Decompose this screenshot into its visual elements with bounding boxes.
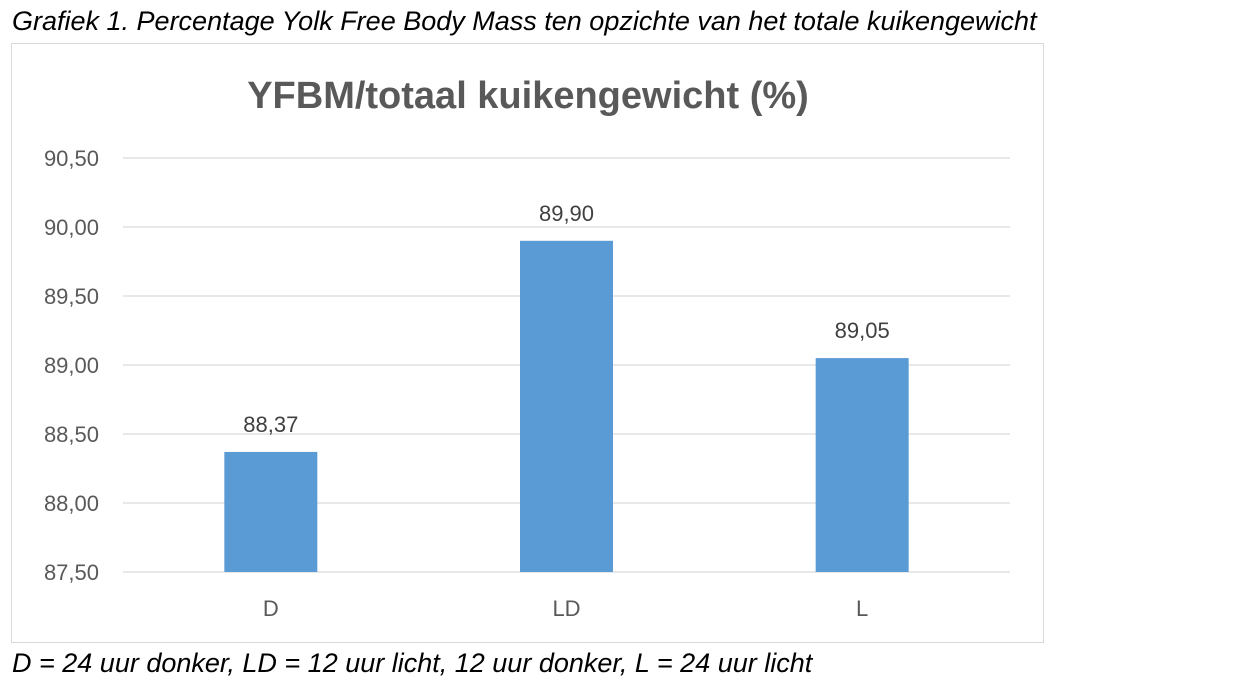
x-tick-label: L: [856, 596, 868, 621]
y-tick-label: 90,00: [44, 215, 99, 240]
bar-L: [815, 358, 909, 572]
y-tick-label: 90,50: [44, 146, 99, 171]
bars: [224, 240, 909, 573]
figure-footnote: D = 24 uur donker, LD = 12 uur licht, 12…: [12, 648, 813, 678]
x-tick-label: LD: [552, 596, 580, 621]
bar-LD: [520, 240, 613, 573]
data-label: 89,90: [539, 201, 594, 226]
y-tick-label: 89,50: [44, 284, 99, 309]
figure-caption: Grafiek 1. Percentage Yolk Free Body Mas…: [12, 6, 1037, 36]
y-tick-label: 87,50: [44, 560, 99, 585]
data-label: 88,37: [243, 412, 298, 437]
y-axis-tick-labels: 87,50 88,00 88,50 89,00 89,50 90,00 90,50: [44, 146, 99, 585]
data-label: 89,05: [835, 318, 890, 343]
chart-title: YFBM/totaal kuikengewicht (%): [247, 75, 809, 117]
y-tick-label: 88,50: [44, 422, 99, 447]
x-axis-tick-labels: D LD L: [263, 596, 868, 621]
y-tick-label: 88,00: [44, 491, 99, 516]
data-labels: 88,37 89,90 89,05: [243, 201, 889, 437]
y-tick-label: 89,00: [44, 353, 99, 378]
bar-D: [224, 451, 318, 572]
x-tick-label: D: [263, 596, 279, 621]
